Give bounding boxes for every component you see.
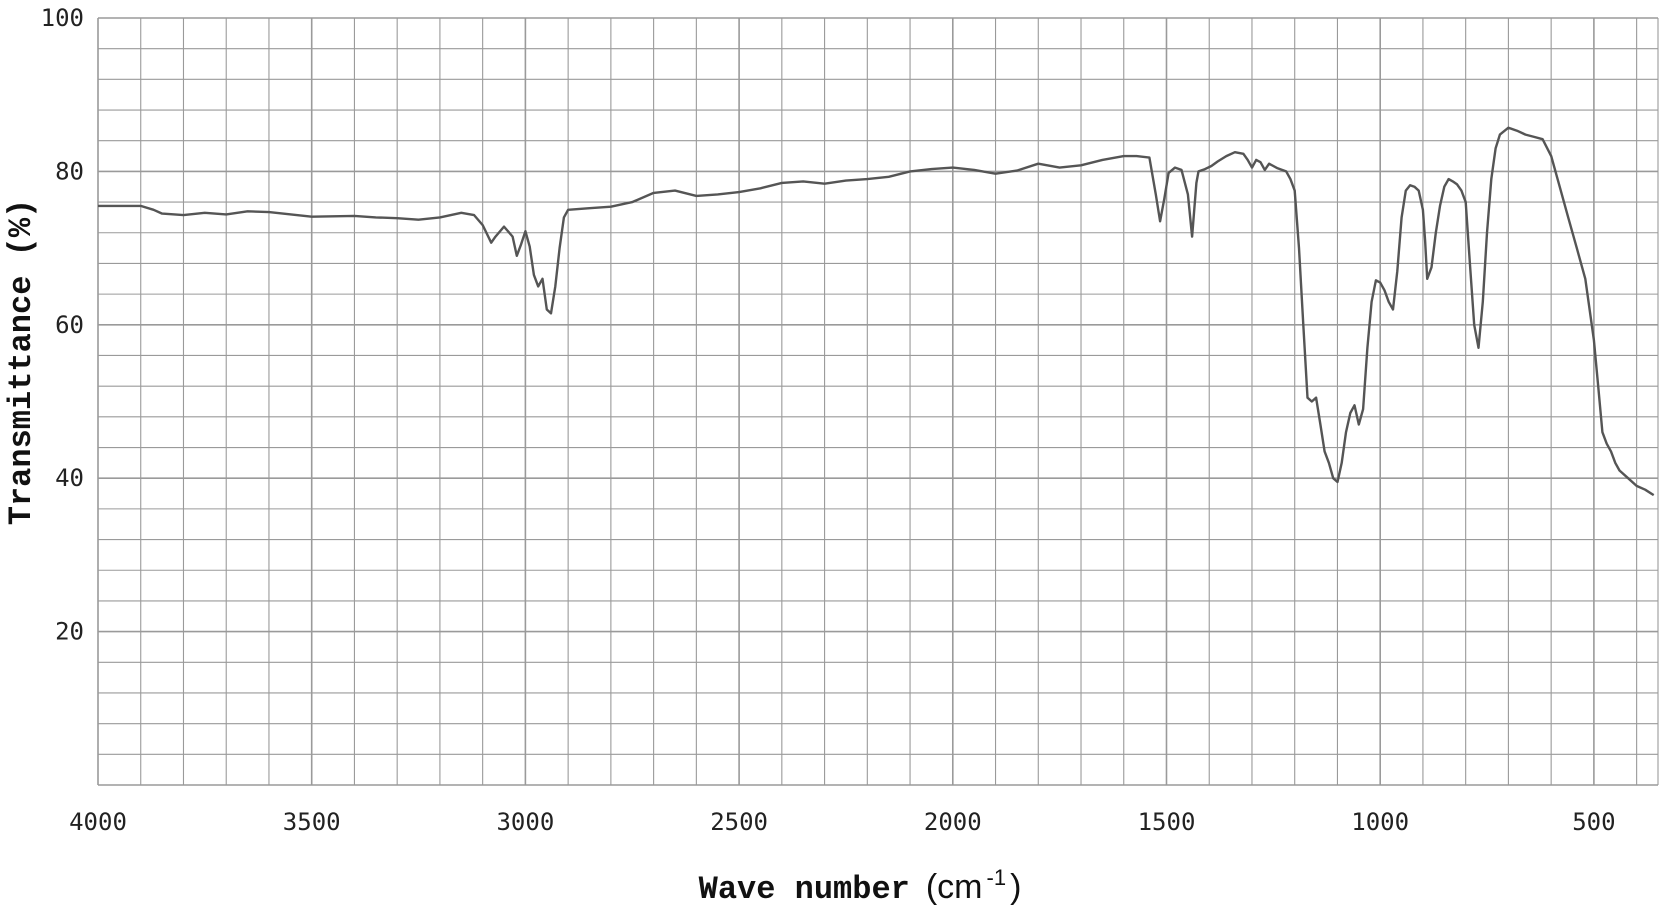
x-tick-label: 1500 <box>1138 808 1196 836</box>
x-tick-label: 2500 <box>710 808 768 836</box>
y-tick-label: 100 <box>41 4 84 32</box>
x-axis-title-unit: (cm <box>926 868 983 906</box>
y-tick-label: 80 <box>55 157 84 185</box>
x-axis-title-unit-exp: -1 <box>987 865 1007 890</box>
y-tick-label: 60 <box>55 311 84 339</box>
x-tick-label: 500 <box>1572 808 1615 836</box>
x-axis-title: Wave number (cm -1 ) <box>699 865 1022 908</box>
spectrum-line <box>98 126 1655 497</box>
y-tick-label: 40 <box>55 464 84 492</box>
x-axis-title-main: Wave number <box>699 871 910 908</box>
x-tick-label: 2000 <box>924 808 982 836</box>
x-axis-title-unit-close: ) <box>1010 868 1021 906</box>
x-tick-label: 3000 <box>496 808 554 836</box>
x-tick-label: 1000 <box>1351 808 1409 836</box>
y-axis-title: Transmittance (%) <box>3 199 40 525</box>
y-tick-label: 20 <box>55 618 84 646</box>
grid <box>97 17 1659 786</box>
x-tick-labels: 4000 3500 3000 2500 2000 1500 1000 500 <box>69 808 1615 836</box>
x-tick-label: 4000 <box>69 808 127 836</box>
y-tick-labels: 20 40 60 80 100 <box>41 4 84 646</box>
x-tick-label: 3500 <box>283 808 341 836</box>
